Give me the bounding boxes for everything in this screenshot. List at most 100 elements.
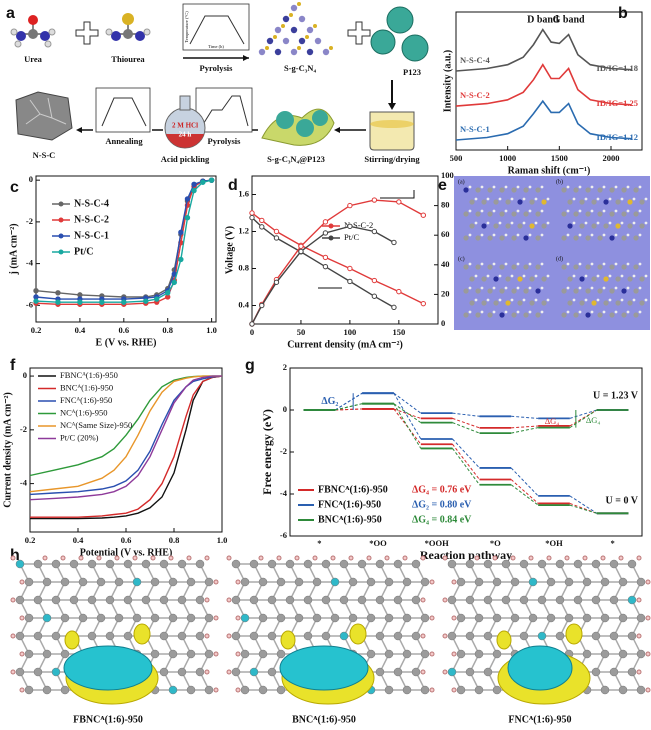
- atom: [290, 4, 298, 12]
- atom: [626, 233, 630, 237]
- atom: [561, 288, 567, 294]
- atom: [303, 631, 313, 641]
- atom: [276, 649, 286, 659]
- atom: [644, 274, 648, 278]
- plot-frame: [35, 175, 217, 323]
- atom: [639, 199, 645, 205]
- x-tick-label: *OH: [545, 538, 563, 548]
- atom: [600, 649, 610, 659]
- atom: [42, 685, 52, 695]
- atom: [487, 288, 493, 294]
- atom: [504, 262, 508, 266]
- atom: [504, 233, 508, 237]
- atom: [468, 209, 472, 213]
- atom: [463, 235, 469, 241]
- panel-label: b: [618, 5, 628, 22]
- atom: [150, 613, 160, 623]
- atom: [602, 262, 606, 266]
- y-tick-label: -4: [280, 488, 288, 498]
- potential-label: U = 1.23 V: [593, 390, 639, 401]
- atom: [614, 262, 618, 266]
- atom: [493, 223, 499, 229]
- atom: [585, 187, 591, 193]
- connector: [452, 438, 480, 469]
- atom: [19, 651, 25, 657]
- atom: [265, 46, 269, 50]
- atom: [517, 199, 523, 205]
- atom: [492, 613, 502, 623]
- atom: [231, 559, 241, 569]
- series-line: [455, 28, 632, 72]
- atom: [249, 595, 259, 605]
- beaker: [369, 111, 415, 151]
- atom: [573, 264, 579, 270]
- atom: [290, 48, 298, 56]
- data-point: [259, 217, 265, 224]
- data-point: [171, 279, 177, 286]
- connector: [511, 415, 539, 419]
- atom: [492, 262, 496, 266]
- atom: [505, 199, 511, 205]
- atom: [573, 211, 579, 217]
- connector: [452, 412, 480, 417]
- atom: [312, 613, 322, 623]
- atom: [429, 579, 435, 585]
- atom: [499, 187, 505, 193]
- connector: [569, 409, 598, 429]
- atom: [603, 276, 609, 282]
- y2-tick-label: 100: [441, 170, 454, 180]
- atom: [535, 288, 541, 294]
- legend-label: Pt/C: [74, 246, 93, 257]
- plus-icon: [75, 21, 99, 45]
- atom: [567, 223, 573, 229]
- atom: [644, 197, 648, 201]
- atom: [546, 221, 550, 225]
- atom: [267, 667, 277, 677]
- atom: [636, 669, 642, 675]
- atom: [596, 197, 600, 201]
- atom: [483, 595, 493, 605]
- x-tick-label: 0.8: [169, 535, 180, 545]
- atom: [297, 46, 301, 50]
- atom: [411, 667, 421, 677]
- atom: [519, 559, 529, 569]
- atom: [60, 649, 70, 659]
- series-label: N-S-C-1: [460, 124, 490, 134]
- potential-label: U = 0 V: [606, 496, 639, 507]
- atom: [240, 685, 250, 695]
- atom: [384, 685, 394, 695]
- atom: [297, 2, 301, 6]
- atom: [159, 595, 169, 605]
- peak-label: D band: [527, 14, 559, 25]
- axis-label: Time (h): [208, 44, 224, 49]
- atom: [573, 235, 579, 241]
- sub-panel-label: (d): [556, 255, 563, 262]
- atom: [375, 595, 385, 605]
- data-point: [191, 187, 197, 194]
- atom: [339, 595, 349, 605]
- atom: [289, 13, 293, 17]
- atom: [420, 555, 426, 561]
- atom: [420, 633, 426, 639]
- atom: [114, 613, 124, 623]
- atom: [204, 669, 210, 675]
- atom: [474, 298, 478, 302]
- x-axis-label: Reaction pathway: [420, 548, 512, 562]
- atom: [258, 685, 268, 695]
- atom: [10, 669, 16, 675]
- legend-label: N-S-C-2: [74, 214, 109, 225]
- atom: [492, 209, 496, 213]
- atom: [463, 264, 469, 270]
- atom: [463, 187, 469, 193]
- atom: [579, 199, 585, 205]
- atom: [420, 597, 426, 603]
- data-point: [249, 321, 255, 327]
- plot-frame: [251, 175, 439, 325]
- atom: [330, 613, 340, 623]
- atom: [519, 595, 529, 605]
- connector: [510, 484, 539, 506]
- label: S-g-C₃N₄: [284, 63, 316, 73]
- atom: [330, 577, 340, 587]
- connector: [452, 417, 480, 429]
